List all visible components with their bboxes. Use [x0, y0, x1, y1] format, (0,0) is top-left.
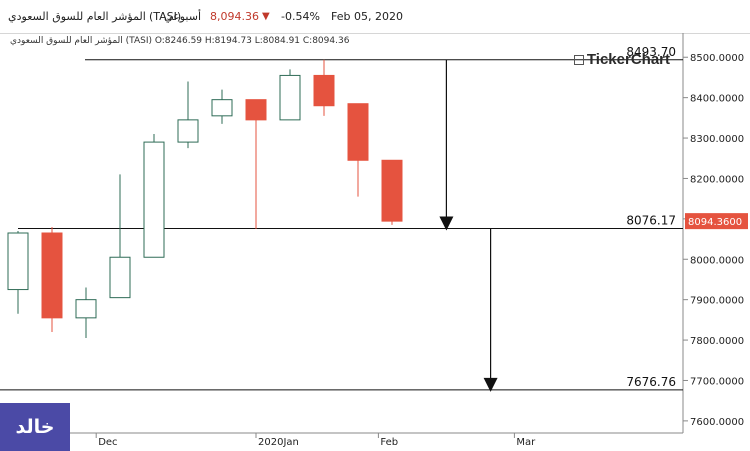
author-badge: خالد — [0, 403, 70, 451]
y-tick-label: 8000.0000 — [690, 255, 744, 266]
arrow-down-icon — [483, 377, 498, 392]
brand-logo: TickerChart — [573, 51, 670, 68]
period-label: أسبوعي — [164, 10, 202, 23]
candle-body — [109, 256, 131, 299]
level-label: 8493.70 — [626, 45, 676, 59]
ohlc-readout: المؤشر العام للسوق السعودي (TASI) O:8246… — [10, 36, 350, 46]
x-tick-label: Feb — [380, 437, 398, 448]
y-tick-label: 7600.0000 — [690, 417, 744, 428]
candle-body — [177, 119, 199, 143]
candle-body — [143, 141, 165, 258]
x-tick-label: Mar — [516, 437, 536, 448]
y-tick-label: 8200.0000 — [690, 174, 744, 185]
last-price: 8,094.36 — [210, 10, 259, 23]
y-tick-label: 8500.0000 — [690, 53, 744, 64]
symbol-name: المؤشر العام للسوق السعودي — [8, 10, 146, 23]
y-tick-label: 8400.0000 — [690, 94, 744, 105]
y-tick-label: 7700.0000 — [690, 376, 744, 387]
candle-body — [381, 159, 403, 222]
y-tick-label: 7900.0000 — [690, 296, 744, 307]
last-price-tag-label: 8094.3600 — [688, 217, 742, 228]
arrow-down-icon — [439, 216, 454, 231]
candle-body — [347, 103, 369, 161]
candle-body — [75, 299, 97, 319]
candle-body — [245, 99, 267, 121]
candle-body — [41, 232, 63, 319]
brand-name: TickerChart — [586, 51, 670, 68]
date-label: Feb 05, 2020 — [331, 10, 403, 23]
candle-body — [313, 74, 335, 107]
down-arrow-icon: ▼ — [262, 11, 270, 22]
candle-body — [211, 99, 233, 117]
x-tick-label: Dec — [98, 437, 117, 448]
y-tick-label: 8300.0000 — [690, 134, 744, 145]
symbol-header: المؤشر العام للسوق السعودي (TASI) أسبوعي… — [0, 0, 750, 34]
ticker-logo-icon — [573, 55, 584, 65]
level-label: 7676.76 — [626, 375, 676, 389]
candle-body — [279, 74, 301, 121]
x-tick-label: 2020Jan — [258, 437, 299, 448]
symbol-code: (TASI) — [149, 10, 182, 23]
candle-body — [7, 232, 29, 291]
change-percent: -0.54% — [281, 10, 320, 23]
last-price-tag — [685, 213, 748, 230]
level-label: 8076.17 — [626, 213, 676, 227]
y-tick-label: 7800.0000 — [690, 336, 744, 347]
